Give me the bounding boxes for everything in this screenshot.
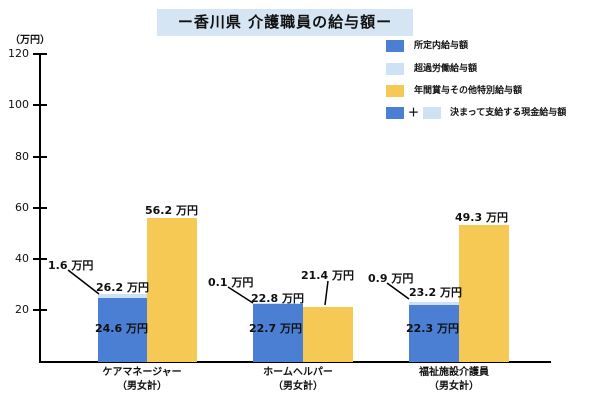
bar-overtime-welfare xyxy=(409,302,459,305)
legend-swatch-lightblue xyxy=(386,63,404,75)
legend-label: 超過労働給与額 xyxy=(414,64,478,74)
legend-swatch-blue xyxy=(386,40,404,52)
y-tick xyxy=(33,53,47,55)
label-scheduled: 24.6 万円 xyxy=(95,322,148,335)
legend-plus: ＋ xyxy=(408,106,419,119)
y-tick xyxy=(33,207,47,209)
label-bonus: 56.2 万円 xyxy=(145,204,198,217)
category-sub: （男女計） xyxy=(429,381,479,392)
bar-scheduled-home-helper xyxy=(253,304,303,362)
bar-overtime-home-helper xyxy=(253,303,303,304)
label-overtime: 0.9 万円 xyxy=(368,272,414,285)
y-tick-label: 80 xyxy=(15,150,29,163)
label-scheduled: 22.3 万円 xyxy=(406,322,459,335)
label-total: 23.2 万円 xyxy=(409,286,462,299)
y-tick xyxy=(33,104,47,106)
category-name: ケアマネージャー xyxy=(102,367,182,378)
category-sub: （男女計） xyxy=(273,381,323,392)
label-overtime: 1.6 万円 xyxy=(48,259,94,272)
y-tick-label: 100 xyxy=(8,98,29,111)
category-label: ケアマネージャー （男女計） xyxy=(72,366,212,394)
label-total: 26.2 万円 xyxy=(96,281,149,294)
bar-overtime-care-manager xyxy=(98,294,147,298)
legend-swatch-yellow xyxy=(386,85,404,97)
category-label: 福祉施設介護員 （男女計） xyxy=(384,366,524,394)
y-tick xyxy=(33,309,47,311)
category-label: ホームヘルパー （男女計） xyxy=(228,366,368,394)
x-axis xyxy=(39,361,551,363)
label-scheduled: 22.7 万円 xyxy=(249,322,302,335)
bar-bonus-home-helper xyxy=(303,307,353,362)
y-tick xyxy=(33,258,47,260)
y-tick-label: 60 xyxy=(15,201,29,214)
legend-label: 年間賞与その他特別給与額 xyxy=(414,86,523,96)
legend-swatch-blue xyxy=(386,107,404,119)
category-name: 福祉施設介護員 xyxy=(419,367,489,378)
bar-scheduled-welfare xyxy=(409,305,459,362)
bar-scheduled-care-manager xyxy=(98,298,147,362)
label-bonus: 21.4 万円 xyxy=(301,269,354,282)
label-overtime: 0.1 万円 xyxy=(208,276,254,289)
legend-label: 所定内給与額 xyxy=(414,41,469,51)
y-axis-unit: （万円） xyxy=(10,35,50,46)
y-tick-label: 120 xyxy=(8,47,29,60)
label-total: 22.8 万円 xyxy=(251,292,304,305)
category-name: ホームヘルパー xyxy=(263,367,333,378)
bar-bonus-welfare xyxy=(459,225,509,362)
legend-label: 決まって支給する現金給与額 xyxy=(450,108,567,118)
bar-bonus-care-manager xyxy=(147,218,197,362)
y-tick-label: 40 xyxy=(15,252,29,265)
category-sub: （男女計） xyxy=(117,381,167,392)
y-tick-label: 20 xyxy=(15,303,29,316)
legend-swatch-lightblue xyxy=(423,107,441,119)
chart-title: ー香川県 介護職員の給与額ー xyxy=(157,9,413,36)
label-bonus: 49.3 万円 xyxy=(455,211,508,224)
y-tick xyxy=(33,156,47,158)
